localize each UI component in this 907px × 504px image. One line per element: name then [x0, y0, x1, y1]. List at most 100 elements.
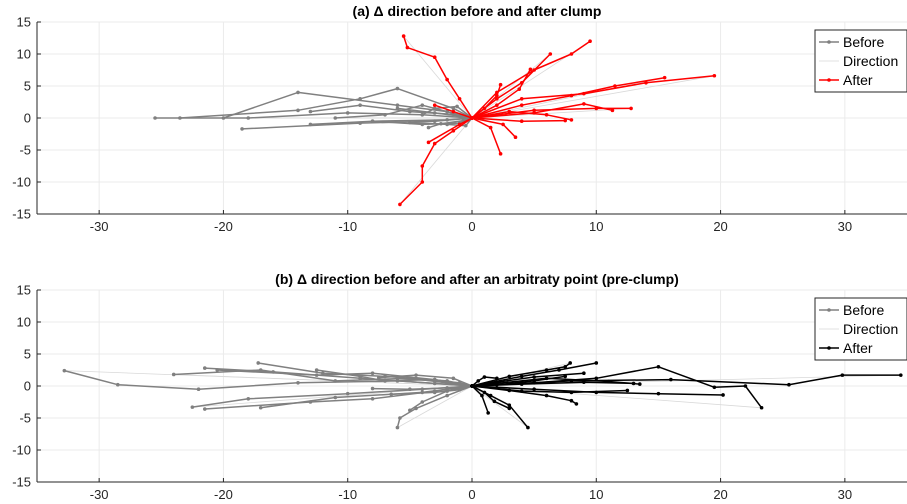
x-tick-label: 0: [468, 487, 475, 502]
data-point: [452, 377, 456, 381]
x-tick-label: -30: [90, 219, 109, 234]
data-point: [483, 107, 487, 111]
data-point: [408, 387, 412, 391]
panel-b: (b) Δ direction before and after an arbi…: [12, 271, 907, 502]
data-point: [545, 377, 549, 381]
x-tick-label: 30: [838, 487, 852, 502]
legend-marker: [827, 308, 831, 312]
data-point: [532, 387, 536, 391]
data-point: [398, 416, 402, 420]
data-point: [721, 393, 725, 397]
data-point: [371, 387, 375, 391]
data-point: [458, 123, 462, 127]
data-point: [315, 368, 319, 372]
legend-marker: [827, 78, 831, 82]
data-point: [629, 107, 633, 111]
data-point: [520, 382, 524, 386]
data-point: [246, 116, 250, 120]
data-point: [433, 55, 437, 59]
data-point: [398, 203, 402, 207]
data-point: [626, 389, 630, 393]
y-tick-label: 15: [17, 283, 31, 298]
data-point: [172, 373, 176, 377]
data-point: [594, 361, 598, 365]
data-point: [582, 102, 586, 106]
data-point: [520, 119, 524, 123]
data-point: [570, 52, 574, 56]
data-point: [309, 123, 313, 127]
data-point: [315, 373, 319, 377]
data-point: [259, 406, 263, 410]
data-point: [116, 383, 120, 387]
data-point: [486, 411, 490, 415]
data-point: [191, 405, 195, 409]
x-tick-label: 20: [713, 219, 727, 234]
legend-label: Direction: [843, 321, 898, 337]
data-point: [439, 122, 443, 126]
data-point: [575, 402, 579, 406]
data-point: [414, 373, 418, 377]
y-tick-label: 10: [17, 315, 31, 330]
data-point: [899, 373, 903, 377]
data-point: [568, 361, 572, 365]
y-tick-label: -15: [12, 207, 31, 222]
data-point: [445, 386, 449, 390]
data-point: [408, 409, 412, 413]
data-point: [744, 384, 748, 388]
data-point: [458, 388, 462, 392]
data-point: [520, 389, 524, 393]
data-point: [520, 375, 524, 379]
data-point: [153, 116, 157, 120]
data-point: [470, 384, 474, 388]
data-point: [371, 371, 375, 375]
legend: Before Direction After: [815, 298, 907, 360]
legend-marker: [827, 40, 831, 44]
data-point: [203, 407, 207, 411]
legend-marker: [827, 346, 831, 350]
data-point: [420, 103, 424, 107]
data-point: [570, 94, 574, 98]
y-tick-label: 5: [24, 79, 31, 94]
data-point: [203, 366, 207, 370]
data-point: [358, 103, 362, 107]
data-point: [296, 381, 300, 385]
legend-label: Direction: [843, 53, 898, 69]
data-point: [433, 103, 437, 107]
data-point: [371, 119, 375, 123]
data-point: [420, 164, 424, 168]
series-after: [470, 361, 902, 429]
data-point: [563, 119, 567, 123]
panel-a: (a) Δ direction before and after clump -…: [12, 3, 907, 234]
data-point: [557, 368, 561, 372]
data-point: [396, 103, 400, 107]
y-tick-label: 0: [24, 379, 31, 394]
y-tick-label: -10: [12, 443, 31, 458]
data-point: [532, 111, 536, 115]
legend: Before Direction After: [815, 30, 907, 92]
panel-b-title: (b) Δ direction before and after an arbi…: [275, 271, 679, 287]
data-point: [760, 406, 764, 410]
data-point: [452, 110, 456, 114]
data-point: [570, 391, 574, 395]
data-point: [246, 397, 250, 401]
data-point: [501, 123, 505, 127]
data-point: [445, 78, 449, 82]
data-point: [383, 113, 387, 117]
panel-a-title: (a) Δ direction before and after clump: [353, 3, 602, 19]
x-tick-label: -20: [214, 487, 233, 502]
data-point: [256, 361, 260, 365]
data-point: [507, 403, 511, 407]
x-tick-label: -10: [338, 487, 357, 502]
data-point: [433, 391, 437, 395]
series-line-direction: [400, 118, 472, 204]
data-point: [713, 385, 717, 389]
data-point: [445, 394, 449, 398]
series-before: [153, 87, 474, 131]
data-point: [433, 142, 437, 146]
data-point: [333, 379, 337, 383]
data-point: [383, 379, 387, 383]
data-point: [549, 52, 553, 56]
data-point: [445, 118, 449, 122]
data-point: [455, 105, 459, 109]
data-point: [427, 141, 431, 145]
